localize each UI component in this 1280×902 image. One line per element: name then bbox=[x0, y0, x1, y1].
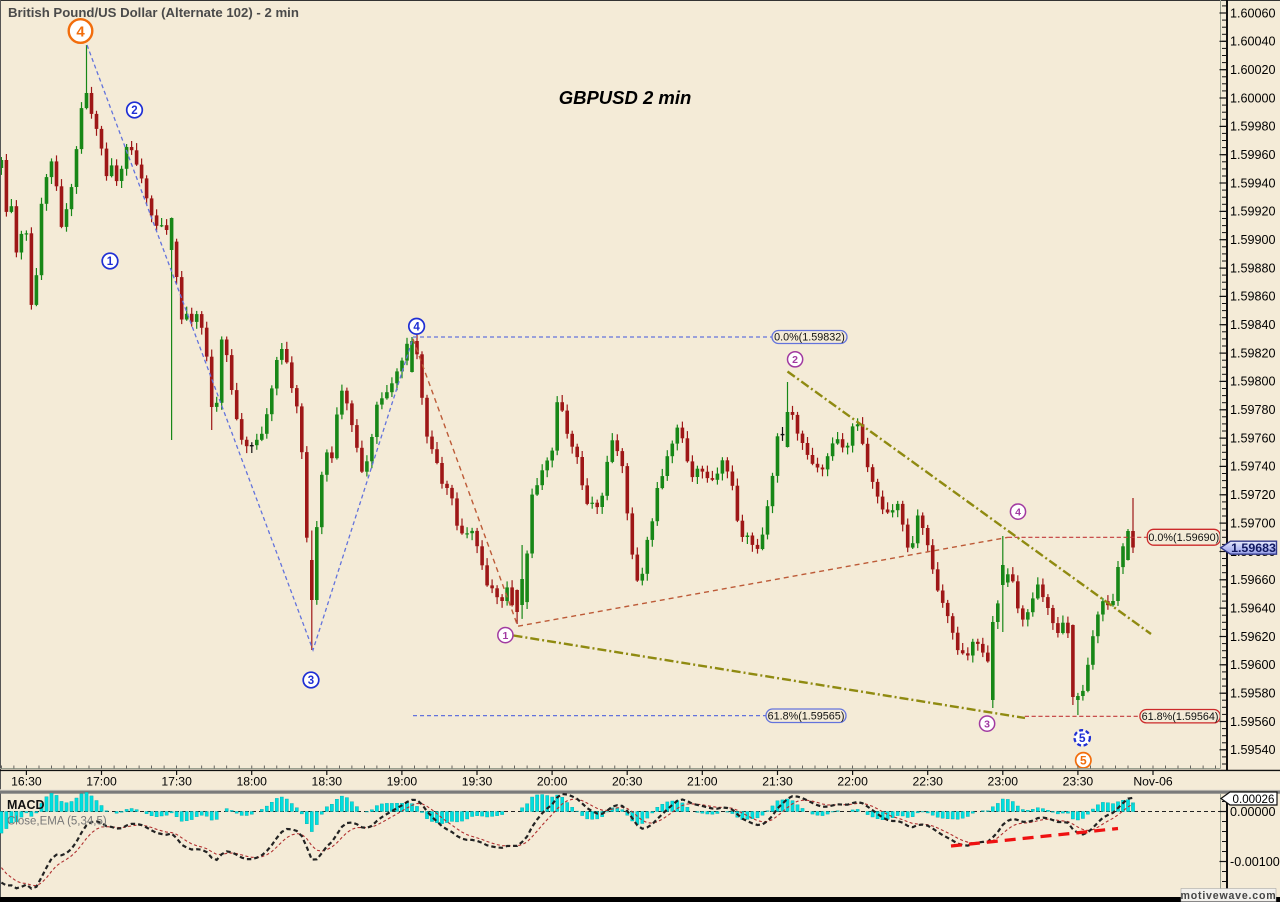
svg-text:1.59800: 1.59800 bbox=[1230, 375, 1276, 389]
svg-text:16:30: 16:30 bbox=[11, 775, 42, 789]
svg-text:1.59740: 1.59740 bbox=[1230, 460, 1276, 474]
svg-text:Close,EMA (5,34,5): Close,EMA (5,34,5) bbox=[7, 816, 107, 828]
svg-text:3: 3 bbox=[308, 675, 314, 687]
svg-text:1.59840: 1.59840 bbox=[1230, 318, 1276, 332]
svg-text:4: 4 bbox=[413, 321, 420, 333]
svg-text:18:00: 18:00 bbox=[236, 775, 267, 789]
svg-text:Nov-06: Nov-06 bbox=[1133, 775, 1173, 789]
svg-text:19:30: 19:30 bbox=[462, 775, 493, 789]
svg-text:61.8%(1.59564): 61.8%(1.59564) bbox=[1142, 711, 1219, 723]
svg-text:motivewave.com: motivewave.com bbox=[1181, 890, 1277, 902]
svg-text:3: 3 bbox=[984, 718, 990, 730]
svg-text:1.60060: 1.60060 bbox=[1230, 6, 1276, 20]
svg-text:1.59683: 1.59683 bbox=[1231, 541, 1276, 555]
svg-text:2: 2 bbox=[131, 105, 137, 117]
svg-text:0.0%(1.59832): 0.0%(1.59832) bbox=[774, 332, 845, 344]
svg-text:5: 5 bbox=[1079, 731, 1086, 745]
svg-text:British Pound/US Dollar (Alter: British Pound/US Dollar (Alternate 102) … bbox=[8, 5, 299, 20]
svg-text:0.0%(1.59690): 0.0%(1.59690) bbox=[1148, 532, 1219, 544]
svg-text:1.59600: 1.59600 bbox=[1230, 658, 1276, 672]
svg-text:1.59780: 1.59780 bbox=[1230, 403, 1276, 417]
svg-text:1.60040: 1.60040 bbox=[1230, 35, 1276, 49]
svg-text:1: 1 bbox=[107, 256, 114, 268]
svg-text:5: 5 bbox=[1080, 754, 1087, 768]
svg-text:22:30: 22:30 bbox=[912, 775, 943, 789]
svg-text:0.00000: 0.00000 bbox=[1230, 805, 1276, 819]
svg-text:17:00: 17:00 bbox=[86, 775, 117, 789]
svg-text:1.59820: 1.59820 bbox=[1230, 346, 1276, 360]
svg-text:1.60020: 1.60020 bbox=[1230, 63, 1276, 77]
svg-text:20:00: 20:00 bbox=[537, 775, 568, 789]
svg-text:21:30: 21:30 bbox=[762, 775, 793, 789]
svg-text:1.59580: 1.59580 bbox=[1230, 687, 1276, 701]
svg-text:1.59560: 1.59560 bbox=[1230, 715, 1276, 729]
svg-text:1.59760: 1.59760 bbox=[1230, 431, 1276, 445]
svg-text:1.59860: 1.59860 bbox=[1230, 290, 1276, 304]
svg-text:1.59880: 1.59880 bbox=[1230, 261, 1276, 275]
svg-text:1.59980: 1.59980 bbox=[1230, 120, 1276, 134]
svg-text:1.59720: 1.59720 bbox=[1230, 488, 1276, 502]
svg-text:4: 4 bbox=[1015, 506, 1021, 518]
svg-text:4: 4 bbox=[76, 23, 85, 40]
svg-text:18:30: 18:30 bbox=[312, 775, 343, 789]
svg-text:1.59660: 1.59660 bbox=[1230, 573, 1276, 587]
svg-text:17:30: 17:30 bbox=[161, 775, 192, 789]
svg-text:22:00: 22:00 bbox=[837, 775, 868, 789]
svg-text:GBPUSD 2 min: GBPUSD 2 min bbox=[559, 87, 692, 108]
svg-text:MACD: MACD bbox=[7, 798, 45, 812]
svg-text:23:30: 23:30 bbox=[1063, 775, 1094, 789]
svg-text:1.60000: 1.60000 bbox=[1230, 91, 1276, 105]
svg-text:20:30: 20:30 bbox=[612, 775, 643, 789]
svg-text:1: 1 bbox=[502, 630, 508, 642]
svg-text:23:00: 23:00 bbox=[988, 775, 1019, 789]
svg-text:1.59960: 1.59960 bbox=[1230, 148, 1276, 162]
svg-text:-0.00100: -0.00100 bbox=[1230, 855, 1280, 869]
svg-text:1.59640: 1.59640 bbox=[1230, 601, 1276, 615]
svg-text:19:00: 19:00 bbox=[387, 775, 418, 789]
svg-text:1.59900: 1.59900 bbox=[1230, 233, 1276, 247]
svg-text:1.59920: 1.59920 bbox=[1230, 205, 1276, 219]
svg-text:1.59700: 1.59700 bbox=[1230, 516, 1276, 530]
svg-text:1.59940: 1.59940 bbox=[1230, 176, 1276, 190]
svg-text:1.59620: 1.59620 bbox=[1230, 630, 1276, 644]
svg-text:0.00026: 0.00026 bbox=[1233, 793, 1275, 806]
svg-text:21:00: 21:00 bbox=[687, 775, 718, 789]
svg-text:1.59540: 1.59540 bbox=[1230, 743, 1276, 757]
svg-text:2: 2 bbox=[792, 354, 798, 366]
svg-text:61.8%(1.59565): 61.8%(1.59565) bbox=[768, 710, 845, 722]
